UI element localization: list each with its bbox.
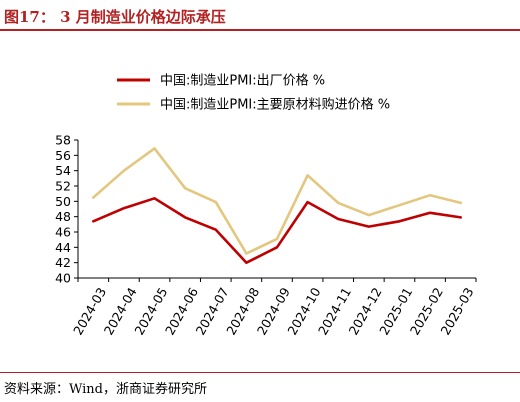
series-line: [92, 197, 463, 265]
y-tick-label: 54: [55, 163, 71, 178]
y-tick-label: 50: [55, 194, 71, 209]
y-tick-label: 56: [55, 148, 71, 163]
y-tick-label: 52: [55, 179, 71, 194]
y-tick-label: 40: [55, 271, 71, 286]
figure-header: 图17： 3 月制造业价格边际承压: [0, 0, 520, 30]
y-tick-label: 46: [55, 225, 71, 240]
figure-title: 图17： 3 月制造业价格边际承压: [4, 8, 226, 26]
y-tick-label: 48: [55, 209, 71, 224]
series-line: [92, 147, 463, 255]
y-tick-label: 44: [55, 240, 71, 255]
title-rule: [0, 29, 520, 31]
source-note: 资料来源：Wind，浙商证券研究所: [4, 382, 207, 397]
source-rule: [0, 372, 520, 373]
legend-label: 中国:制造业PMI:出厂价格 %: [160, 73, 325, 89]
legend-label: 中国:制造业PMI:主要原材料购进价格 %: [160, 97, 390, 113]
y-tick-label: 58: [55, 133, 71, 148]
y-tick-label: 42: [55, 255, 71, 270]
line-chart: 中国:制造业PMI:出厂价格 %中国:制造业PMI:主要原材料购进价格 %404…: [55, 73, 477, 338]
